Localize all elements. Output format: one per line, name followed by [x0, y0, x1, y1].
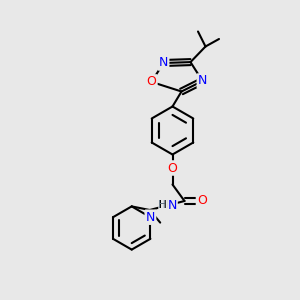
- Text: HN: HN: [159, 200, 175, 211]
- Text: O: O: [168, 161, 177, 175]
- Text: N: N: [159, 56, 168, 70]
- Text: O: O: [197, 194, 207, 208]
- Text: N: N: [146, 211, 155, 224]
- Text: N: N: [168, 199, 177, 212]
- Text: O: O: [147, 75, 156, 88]
- Text: H: H: [158, 200, 166, 211]
- Text: N: N: [198, 74, 207, 88]
